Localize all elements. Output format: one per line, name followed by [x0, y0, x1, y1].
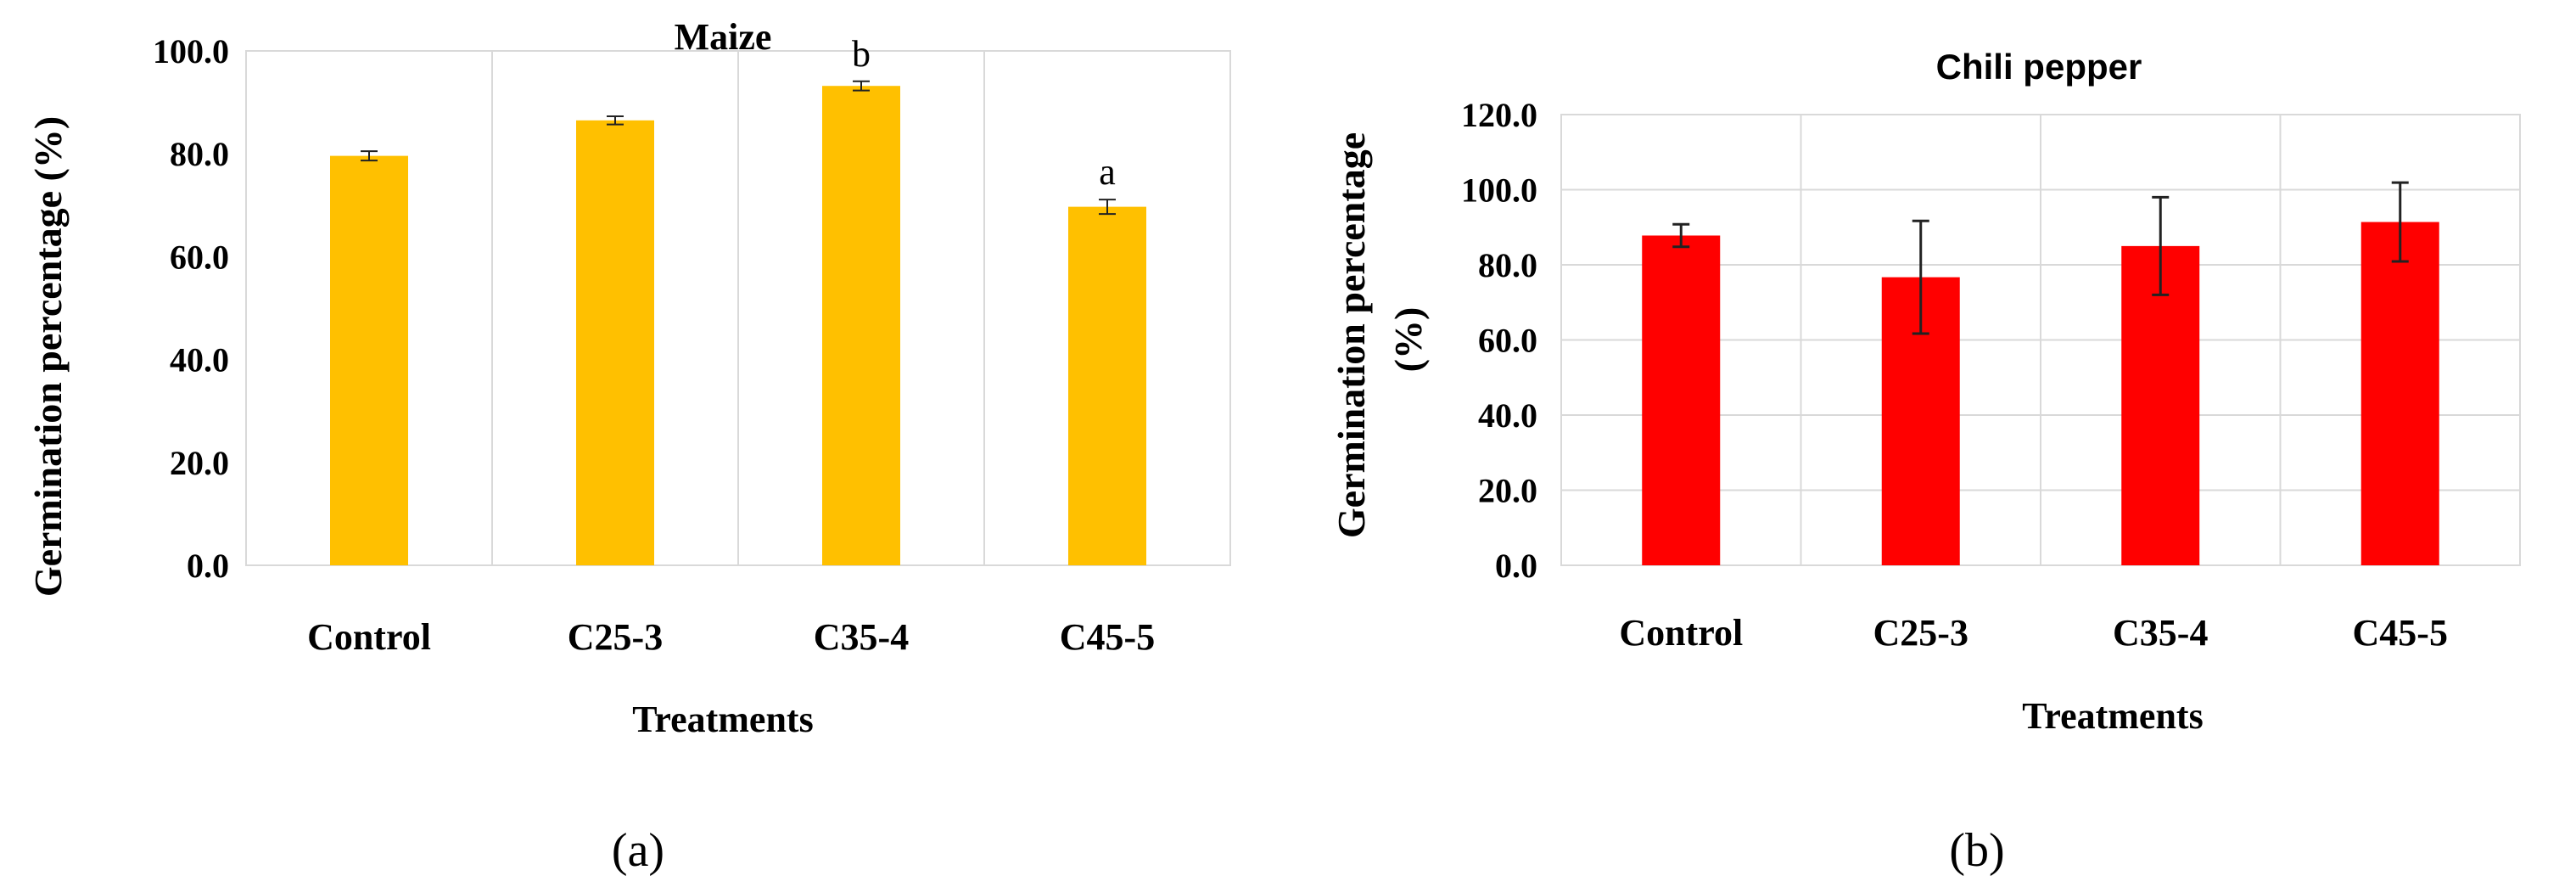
y-tick-label: 80.0	[1478, 246, 1537, 284]
chart-title-maize: Maize	[675, 16, 772, 58]
x-category-label: C45-5	[1060, 616, 1155, 658]
x-categories-maize: Control C25-3 C35-4 C45-5	[307, 616, 1155, 658]
bar-control	[1642, 235, 1721, 565]
bar-control	[330, 155, 408, 565]
x-axis-title-chili: Treatments	[2022, 695, 2203, 737]
error-bar-c25-3	[607, 115, 624, 126]
x-axis-title-maize: Treatments	[632, 699, 813, 740]
annotations-maize: ba	[852, 33, 1116, 193]
x-category-label: C25-3	[568, 616, 663, 658]
bar-c45-5	[2360, 222, 2439, 565]
bar-c35-4	[2121, 245, 2200, 565]
chart-title-chili: Chili pepper	[1936, 47, 2142, 87]
y-axis-title-chili-line1: Germination percentage	[1330, 132, 1373, 538]
error-bars-chili	[1672, 181, 2409, 335]
x-category-label: C45-5	[2353, 612, 2448, 654]
error-bars-maize	[361, 80, 1116, 216]
y-tick-label: 100.0	[1461, 171, 1537, 210]
gridlines-chili	[1561, 115, 2520, 565]
gridlines-maize	[491, 51, 985, 565]
error-bar-c35-4	[853, 80, 870, 92]
y-ticks-chili: 0.0 20.0 40.0 60.0 80.0 100.0 120.0	[1461, 96, 1537, 585]
y-tick-label: 80.0	[170, 135, 229, 173]
x-categories-chili: Control C25-3 C35-4 C45-5	[1619, 612, 2448, 654]
error-bar-c35-4	[2152, 195, 2170, 296]
y-axis-title-chili-line2: (%)	[1386, 307, 1430, 373]
error-bar-c45-5	[2391, 181, 2409, 263]
error-bar-c45-5	[1099, 199, 1116, 216]
bars-maize	[330, 86, 1146, 566]
y-tick-label: 0.0	[187, 547, 229, 585]
x-category-label: C35-4	[2113, 612, 2208, 654]
chart-maize: 0.0 20.0 40.0 60.0 80.0 100.0 Control C25-3 C35…	[26, 16, 1231, 877]
panel-label-a: (a)	[612, 824, 664, 877]
y-tick-label: 20.0	[170, 444, 229, 482]
panel-label-b: (b)	[1949, 824, 2004, 877]
x-category-label: C35-4	[814, 616, 909, 658]
y-tick-label: 100.0	[153, 32, 229, 70]
bar-c25-3	[576, 120, 654, 565]
y-tick-label: 40.0	[170, 341, 229, 379]
x-category-label: Control	[307, 616, 431, 658]
error-bar-c25-3	[1912, 219, 1929, 335]
bar-c45-5	[1068, 206, 1146, 566]
y-tick-label: 0.0	[1495, 547, 1537, 585]
error-bar-control	[1672, 222, 1690, 249]
y-axis-title-maize: Germination percentage (%)	[26, 116, 70, 597]
error-bar-control	[361, 150, 378, 162]
x-category-label: Control	[1619, 612, 1743, 654]
chart-chili-pepper: 0.0 20.0 40.0 60.0 80.0 100.0 120.0 Control C25…	[1330, 47, 2521, 877]
y-ticks-maize: 0.0 20.0 40.0 60.0 80.0 100.0	[153, 32, 229, 585]
y-tick-label: 120.0	[1461, 96, 1537, 134]
y-tick-label: 60.0	[170, 238, 229, 276]
y-tick-label: 40.0	[1478, 396, 1537, 435]
x-category-label: C25-3	[1873, 612, 1968, 654]
y-tick-label: 60.0	[1478, 322, 1537, 360]
significance-letter: b	[852, 33, 871, 75]
y-tick-label: 20.0	[1478, 472, 1537, 510]
bar-c35-4	[822, 86, 900, 565]
significance-letter: a	[1099, 151, 1116, 193]
